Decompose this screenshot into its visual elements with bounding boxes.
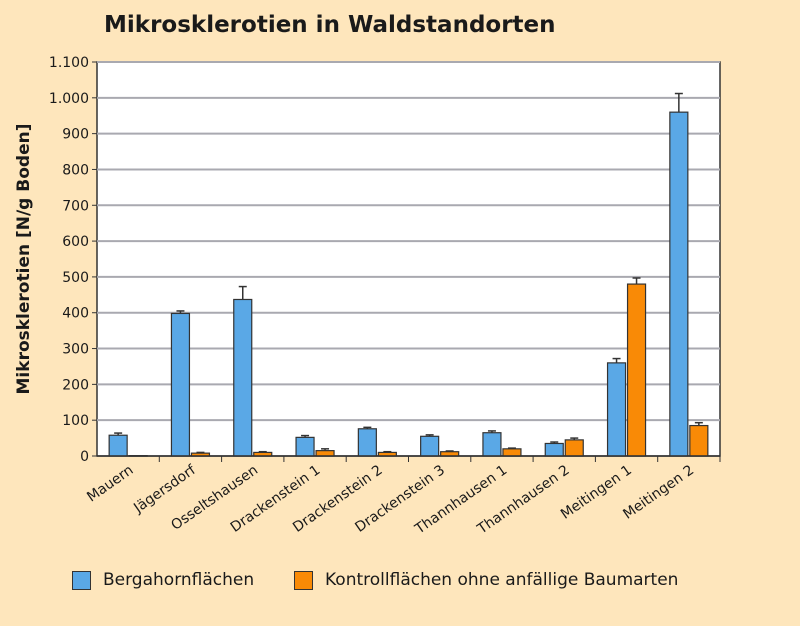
x-tick-label: Mauern xyxy=(84,462,136,505)
y-tick-label: 200 xyxy=(62,377,89,393)
plot-area xyxy=(96,61,721,457)
y-tick-label: 800 xyxy=(62,162,89,178)
bar-kontroll xyxy=(315,450,335,457)
bar-bergahorn xyxy=(357,428,377,457)
y-tick-label: 400 xyxy=(62,306,89,322)
bar-kontroll xyxy=(689,424,709,457)
bar-kontroll xyxy=(626,283,647,457)
y-tick-label: 900 xyxy=(62,127,89,143)
y-tick-label: 600 xyxy=(62,234,89,250)
y-tick-label: 1.000 xyxy=(49,91,89,107)
legend-item-bergahorn: Bergahornflächen xyxy=(72,570,254,590)
y-tick-label: 700 xyxy=(62,198,89,214)
legend-swatch-blue xyxy=(72,570,91,590)
bar-bergahorn xyxy=(233,298,253,457)
legend-label: Bergahornflächen xyxy=(103,570,255,590)
y-tick-label: 1.100 xyxy=(49,55,89,71)
legend-item-kontroll: Kontrollflächen ohne anfällige Baumarten xyxy=(294,570,678,590)
bar-bergahorn xyxy=(544,442,564,457)
y-tick-label: 300 xyxy=(62,342,89,358)
chart-title: Mikrosklerotien in Waldstandorten xyxy=(104,12,556,38)
bar-kontroll xyxy=(502,448,522,457)
legend-label: Kontrollflächen ohne anfällige Baumarten xyxy=(325,570,679,590)
bar-bergahorn xyxy=(295,436,315,457)
bar-bergahorn xyxy=(606,362,627,457)
y-tick-label: 500 xyxy=(62,270,89,286)
y-axis-label: Mikrosklerotien [N/g Boden] xyxy=(14,124,34,395)
y-tick-label: 0 xyxy=(80,449,89,465)
bar-bergahorn xyxy=(108,434,128,457)
y-tick-label: 100 xyxy=(62,413,89,429)
bar-bergahorn xyxy=(420,435,440,457)
bar-bergahorn xyxy=(482,432,502,457)
bar-bergahorn xyxy=(170,312,191,457)
bar-bergahorn xyxy=(669,111,689,457)
bar-kontroll xyxy=(564,439,584,457)
legend-swatch-orange xyxy=(294,570,313,590)
